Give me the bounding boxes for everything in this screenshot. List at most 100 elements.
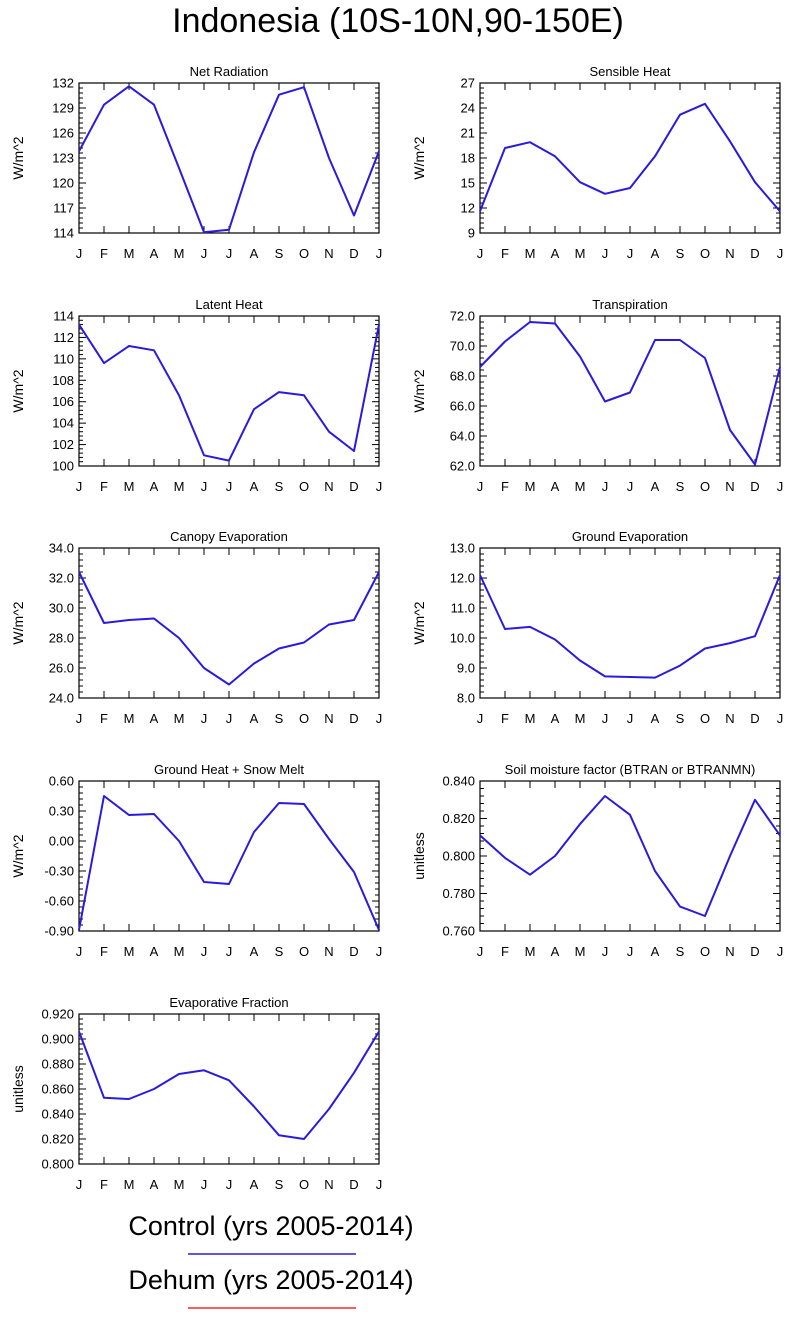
y-axis-label: W/m^2 bbox=[411, 601, 427, 644]
x-tick-label: A bbox=[250, 944, 259, 959]
x-tick-label: F bbox=[501, 246, 509, 261]
y-tick-label: 12.0 bbox=[450, 571, 475, 586]
x-tick-label: F bbox=[100, 1177, 108, 1192]
x-tick-label: A bbox=[651, 711, 660, 726]
x-tick-label: A bbox=[150, 479, 159, 494]
x-tick-label: N bbox=[324, 711, 333, 726]
plot-frame bbox=[479, 547, 781, 699]
x-tick-label: A bbox=[150, 944, 159, 959]
legend-label-dehum-yrs-2005-2014: Dehum (yrs 2005-2014) bbox=[128, 1265, 413, 1295]
x-tick-label: S bbox=[275, 711, 284, 726]
x-tick-label: J bbox=[602, 711, 609, 726]
chart-evaporative-fraction: Evaporative Fraction unitless 0.800 0.820 0.… bbox=[10, 995, 382, 1192]
x-tick-label: N bbox=[725, 246, 734, 261]
x-tick-label: F bbox=[100, 944, 108, 959]
x-tick-label: S bbox=[676, 711, 685, 726]
x-tick-label: S bbox=[676, 246, 685, 261]
y-tick-label: 28.0 bbox=[49, 631, 74, 646]
x-tick-label: M bbox=[575, 246, 586, 261]
y-tick-label: 9.0 bbox=[457, 661, 475, 676]
x-tick-label: A bbox=[651, 246, 660, 261]
panel-title: Transpiration bbox=[592, 297, 667, 312]
x-tick-label: F bbox=[501, 711, 509, 726]
x-tick-label: J bbox=[477, 711, 484, 726]
x-tick-label: J bbox=[201, 944, 208, 959]
plot-frame bbox=[479, 82, 781, 234]
x-tick-label: D bbox=[750, 944, 759, 959]
chart-net-radiation: Net Radiation W/m^2 114 117 120 123 126 129 132 J… bbox=[10, 64, 382, 261]
y-tick-label: 0.820 bbox=[41, 1132, 74, 1147]
series-line-control bbox=[78, 85, 380, 234]
y-tick-label: 8.0 bbox=[457, 691, 475, 706]
x-tick-label: O bbox=[700, 246, 710, 261]
plot-frame bbox=[78, 1013, 380, 1165]
series-line-control bbox=[479, 574, 781, 679]
x-tick-label: J bbox=[226, 246, 233, 261]
y-tick-label: 117 bbox=[53, 201, 74, 216]
legend: Control (yrs 2005-2014) Dehum (yrs 2005-2… bbox=[128, 1211, 414, 1309]
y-tick-label: 21 bbox=[461, 126, 475, 141]
x-tick-label: J bbox=[376, 1177, 383, 1192]
x-tick-label: N bbox=[324, 246, 333, 261]
chart-soil-moisture-factor-btran-or-btranmn: Soil moisture factor (BTRAN or BTRANMN) u… bbox=[411, 762, 783, 959]
y-tick-label: 0.860 bbox=[41, 1082, 74, 1097]
x-tick-label: D bbox=[750, 479, 759, 494]
y-tick-label: 15 bbox=[461, 176, 475, 191]
x-tick-label: F bbox=[501, 479, 509, 494]
y-tick-label: -0.30 bbox=[44, 864, 74, 879]
x-tick-label: M bbox=[525, 711, 536, 726]
chart-latent-heat: Latent Heat W/m^2 100 102 104 106 108 110 112 114… bbox=[10, 297, 382, 494]
x-tick-label: J bbox=[226, 711, 233, 726]
panel-title: Ground Evaporation bbox=[572, 529, 688, 544]
y-tick-label: 129 bbox=[52, 101, 74, 116]
y-tick-label: 11.0 bbox=[451, 601, 475, 616]
x-tick-label: J bbox=[477, 944, 484, 959]
y-axis-label: W/m^2 bbox=[411, 136, 427, 179]
x-tick-label: M bbox=[575, 944, 586, 959]
y-axis-label: W/m^2 bbox=[10, 834, 26, 877]
x-tick-label: D bbox=[750, 246, 759, 261]
y-axis-label: W/m^2 bbox=[10, 601, 26, 644]
y-tick-label: 112 bbox=[53, 330, 74, 345]
x-tick-label: N bbox=[725, 479, 734, 494]
x-tick-label: O bbox=[700, 479, 710, 494]
x-tick-label: M bbox=[174, 246, 185, 261]
x-tick-label: O bbox=[700, 711, 710, 726]
chart-ground-evaporation: Ground Evaporation W/m^2 8.0 9.0 10.0 11.0 12.… bbox=[411, 529, 783, 726]
x-tick-label: M bbox=[525, 479, 536, 494]
x-tick-label: N bbox=[324, 944, 333, 959]
y-tick-label: 132 bbox=[52, 76, 74, 91]
y-tick-label: 24.0 bbox=[49, 691, 74, 706]
series-line-control bbox=[479, 102, 781, 212]
panel-title: Canopy Evaporation bbox=[170, 529, 288, 544]
y-tick-label: 70.0 bbox=[450, 339, 475, 354]
y-tick-label: 104 bbox=[52, 416, 74, 431]
y-tick-label: -0.60 bbox=[44, 894, 74, 909]
y-tick-label: 10.0 bbox=[450, 631, 475, 646]
x-tick-label: J bbox=[226, 944, 233, 959]
x-tick-label: A bbox=[551, 944, 560, 959]
y-tick-label: 0.820 bbox=[442, 811, 475, 826]
x-tick-label: J bbox=[627, 711, 634, 726]
y-tick-label: 0.840 bbox=[442, 774, 475, 789]
x-tick-label: M bbox=[174, 944, 185, 959]
y-tick-label: 66.0 bbox=[450, 399, 475, 414]
y-tick-label: 0.800 bbox=[442, 849, 475, 864]
legend-label-control-yrs-2005-2014: Control (yrs 2005-2014) bbox=[128, 1211, 413, 1241]
plot-frame bbox=[78, 82, 380, 234]
x-tick-label: D bbox=[349, 1177, 358, 1192]
panel-title: Net Radiation bbox=[190, 64, 269, 79]
x-tick-label: M bbox=[575, 479, 586, 494]
x-tick-label: M bbox=[124, 711, 135, 726]
y-tick-label: 30.0 bbox=[49, 601, 74, 616]
x-tick-label: F bbox=[100, 479, 108, 494]
series-line-control bbox=[78, 1030, 380, 1140]
chart-panels: Net RadiationW/m^2114117120123126129132J… bbox=[10, 64, 783, 1192]
y-tick-label: 9 bbox=[468, 226, 475, 241]
x-tick-label: J bbox=[76, 944, 83, 959]
y-tick-label: 0.800 bbox=[41, 1157, 74, 1172]
x-tick-label: F bbox=[501, 944, 509, 959]
x-tick-label: N bbox=[725, 711, 734, 726]
